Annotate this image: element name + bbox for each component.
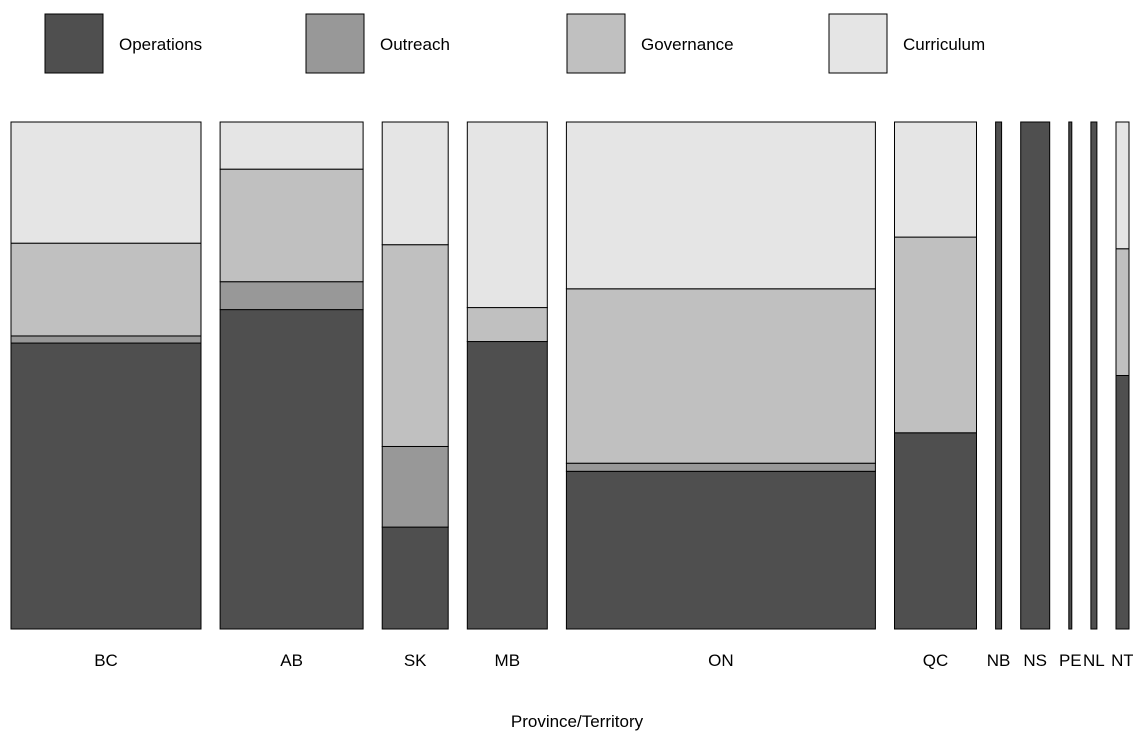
x-tick-label-qc: QC: [923, 651, 949, 670]
segment-mb-governance: [466, 307, 548, 343]
segment-bc-governance: [10, 242, 202, 337]
x-axis-title: Province/Territory: [511, 712, 644, 731]
x-tick-label-ns: NS: [1023, 651, 1047, 670]
segment-nb-operations: [995, 121, 1003, 630]
chart-legend: Operations Outreach Governance Curriculum: [44, 13, 985, 74]
segment-qc-operations: [894, 432, 977, 630]
column-ns: [1020, 121, 1051, 630]
column-sk: [381, 121, 449, 630]
segment-on-outreach: [565, 462, 876, 472]
column-pe: [1068, 121, 1073, 630]
segment-pe-operations: [1068, 121, 1073, 630]
legend-item-curriculum: Curriculum: [828, 13, 985, 74]
x-tick-label-on: ON: [708, 651, 734, 670]
plot-area: [10, 121, 1130, 630]
segment-on-governance: [565, 288, 876, 464]
segment-ab-outreach: [219, 281, 364, 311]
segment-on-operations: [565, 470, 876, 630]
segment-on-curriculum: [565, 121, 876, 290]
segment-nt-curriculum: [1115, 121, 1130, 250]
segment-sk-operations: [381, 526, 449, 630]
legend-item-governance: Governance: [566, 13, 734, 74]
segment-mb-operations: [466, 341, 548, 630]
column-bc: [10, 121, 202, 630]
segment-bc-outreach: [10, 335, 202, 344]
segment-nl-operations: [1090, 121, 1098, 630]
segment-ab-curriculum: [219, 121, 364, 170]
legend-swatch-operations: [44, 13, 104, 74]
segment-bc-curriculum: [10, 121, 202, 244]
legend-label-operations: Operations: [119, 35, 202, 54]
column-nb: [995, 121, 1003, 630]
x-tick-label-mb: MB: [495, 651, 521, 670]
legend-label-outreach: Outreach: [380, 35, 450, 54]
segment-qc-curriculum: [894, 121, 977, 238]
segment-sk-curriculum: [381, 121, 449, 246]
legend-label-governance: Governance: [641, 35, 734, 54]
segment-nt-governance: [1115, 248, 1130, 376]
x-tick-label-pe: PE: [1059, 651, 1082, 670]
column-nl: [1090, 121, 1098, 630]
x-tick-label-nt: NT: [1111, 651, 1133, 670]
segment-ab-governance: [219, 168, 364, 283]
segment-qc-governance: [894, 236, 977, 434]
segment-ns-operations: [1020, 121, 1051, 630]
x-axis-tick-labels: BC AB SK MB ON QC NB NS PE NL NT: [94, 651, 1133, 670]
legend-label-curriculum: Curriculum: [903, 35, 985, 54]
legend-swatch-curriculum: [828, 13, 888, 74]
column-ab: [219, 121, 364, 630]
legend-item-outreach: Outreach: [305, 13, 450, 74]
column-on: [565, 121, 876, 630]
segment-bc-operations: [10, 342, 202, 630]
segment-nt-operations: [1115, 375, 1130, 630]
segment-sk-governance: [381, 244, 449, 447]
x-tick-label-nb: NB: [987, 651, 1011, 670]
column-nt: [1115, 121, 1130, 630]
x-tick-label-ab: AB: [280, 651, 303, 670]
x-tick-label-nl: NL: [1083, 651, 1105, 670]
legend-swatch-governance: [566, 13, 626, 74]
segment-mb-curriculum: [466, 121, 548, 309]
x-tick-label-bc: BC: [94, 651, 118, 670]
legend-item-operations: Operations: [44, 13, 202, 74]
column-qc: [894, 121, 977, 630]
legend-swatch-outreach: [305, 13, 365, 74]
column-mb: [466, 121, 548, 630]
x-tick-label-sk: SK: [404, 651, 427, 670]
segment-sk-outreach: [381, 445, 449, 528]
segment-ab-operations: [219, 309, 364, 630]
